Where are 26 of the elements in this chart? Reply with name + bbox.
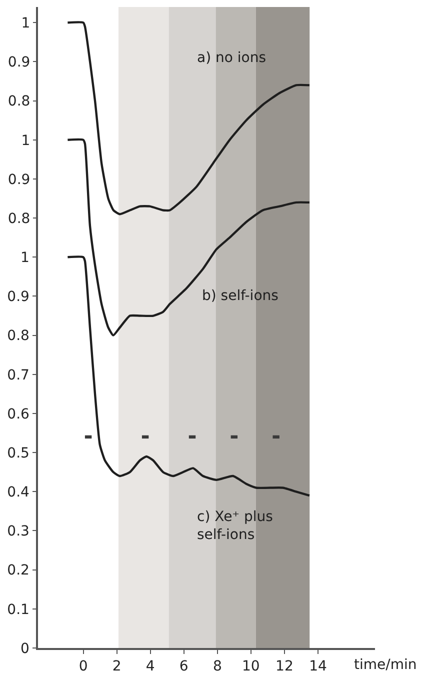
x-axis-title: time/min: [354, 657, 417, 673]
y-tick-label: 0.7: [7, 367, 30, 384]
y-tick-label: 0: [20, 640, 30, 657]
line-series: [66, 138, 311, 336]
line-series: [66, 21, 311, 216]
y-tick-label: 0.4: [7, 484, 30, 501]
x-tick-label: 2: [112, 658, 122, 675]
y-tick-label: 0.9: [7, 289, 30, 306]
y-tick-label: 0.2: [7, 562, 30, 579]
y-tick-label: 0.8: [7, 328, 30, 344]
x-tick-label: 14: [309, 658, 327, 675]
x-tick-label: 10: [242, 658, 260, 675]
y-tick-label: 0.6: [7, 406, 30, 422]
series-label: c) Xe⁺ plus self-ions: [197, 509, 273, 544]
text: a) no ions: [197, 50, 266, 66]
line-series: [66, 256, 311, 497]
x-tick-label: 6: [179, 658, 188, 675]
y-tick-label: 0.5: [7, 445, 30, 462]
x-tick-label: 12: [276, 658, 294, 675]
x-tick-label: 8: [212, 658, 222, 675]
y-tick-label: 1: [20, 250, 30, 266]
y-tick-label: 0.1: [7, 602, 30, 618]
x-tick-label: 0: [78, 658, 88, 675]
x-tick-label: 4: [146, 658, 155, 675]
series-label: b) self-ions: [202, 288, 278, 304]
y-tick-label: 0.3: [7, 524, 30, 540]
